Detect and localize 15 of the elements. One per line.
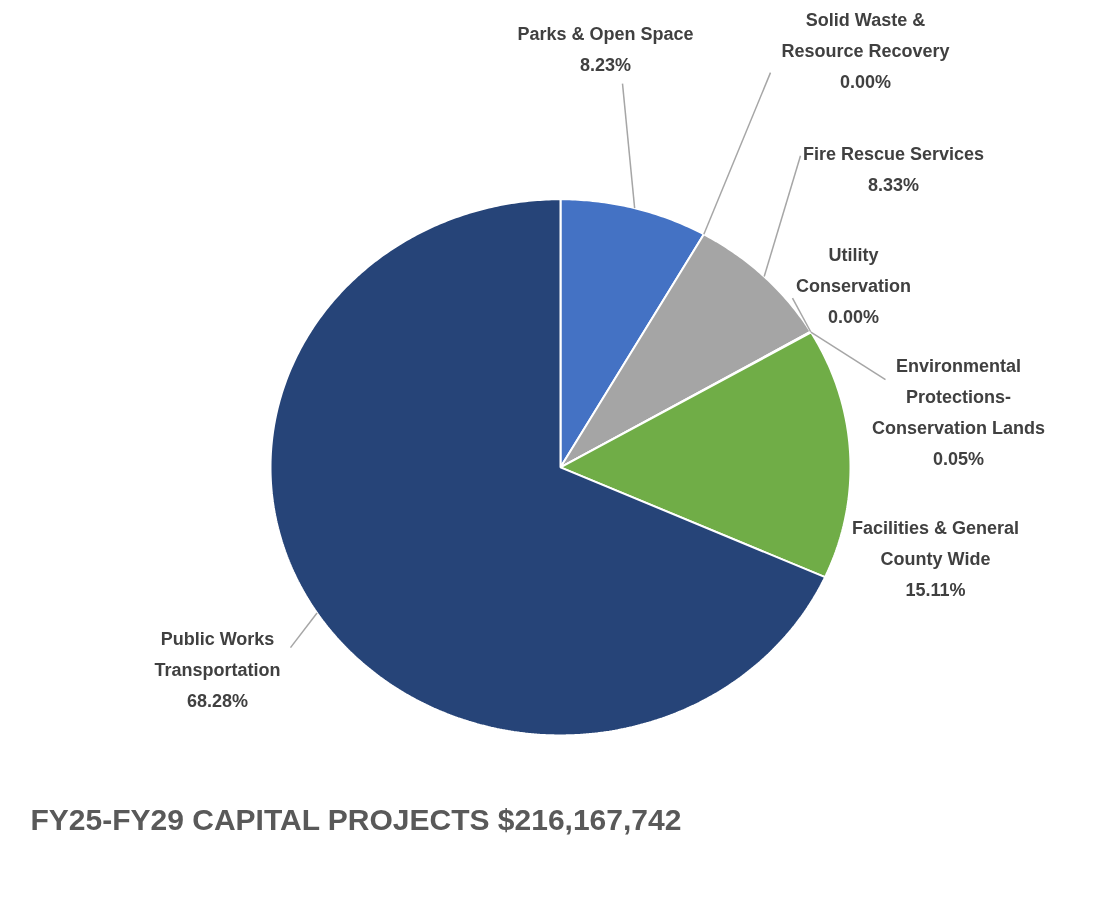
category-label: Solid Waste & Resource Recovery	[781, 9, 950, 61]
text: FY25-FY29 CAPITAL PROJECTS $216,167,742	[30, 802, 682, 836]
data-label: 15.11%	[905, 580, 966, 601]
text: 0.00%	[827, 307, 880, 328]
slice-label: Facilities & General County Wide	[851, 518, 1020, 570]
slice-label: Environmental Protections-Conservation Lands	[871, 356, 1046, 439]
data-label: 8.33%	[867, 174, 920, 195]
data-label: 0.05%	[932, 449, 985, 470]
slice-label: Fire Rescue Services	[802, 143, 985, 164]
slice-label: Public Works Transportation	[154, 629, 281, 681]
slice-label: Parks & Open Space	[517, 23, 694, 44]
category-label: Utility Conservation	[795, 245, 912, 297]
data-label: 68.28%	[186, 691, 249, 712]
text: 0.00%	[839, 71, 892, 92]
data-label: 8.23%	[579, 54, 632, 75]
